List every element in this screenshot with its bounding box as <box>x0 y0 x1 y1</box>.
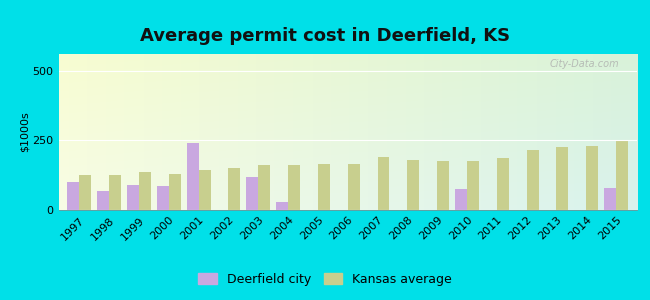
Bar <box>437 161 449 210</box>
Bar <box>276 202 288 210</box>
Bar <box>127 185 139 210</box>
Bar <box>79 175 91 210</box>
Bar <box>139 172 151 210</box>
Bar <box>199 169 211 210</box>
Bar <box>604 188 616 210</box>
Text: Average permit cost in Deerfield, KS: Average permit cost in Deerfield, KS <box>140 27 510 45</box>
Text: City-Data.com: City-Data.com <box>550 59 619 69</box>
Bar <box>556 147 568 210</box>
Bar <box>169 174 181 210</box>
Bar <box>246 177 258 210</box>
Bar <box>586 146 598 210</box>
Bar <box>378 157 389 210</box>
Bar <box>497 158 509 210</box>
Bar <box>68 182 79 210</box>
Bar <box>455 189 467 210</box>
Bar <box>98 190 109 210</box>
Bar <box>288 165 300 210</box>
Bar <box>616 140 628 210</box>
Bar <box>109 175 121 210</box>
Legend: Deerfield city, Kansas average: Deerfield city, Kansas average <box>193 268 457 291</box>
Bar <box>408 160 419 210</box>
Bar <box>258 165 270 210</box>
Bar <box>348 164 359 210</box>
Bar <box>157 186 169 210</box>
Y-axis label: $1000s: $1000s <box>20 112 30 152</box>
Bar <box>467 161 479 210</box>
Bar <box>228 168 240 210</box>
Bar <box>526 150 539 210</box>
Bar <box>187 143 199 210</box>
Bar <box>318 164 330 210</box>
